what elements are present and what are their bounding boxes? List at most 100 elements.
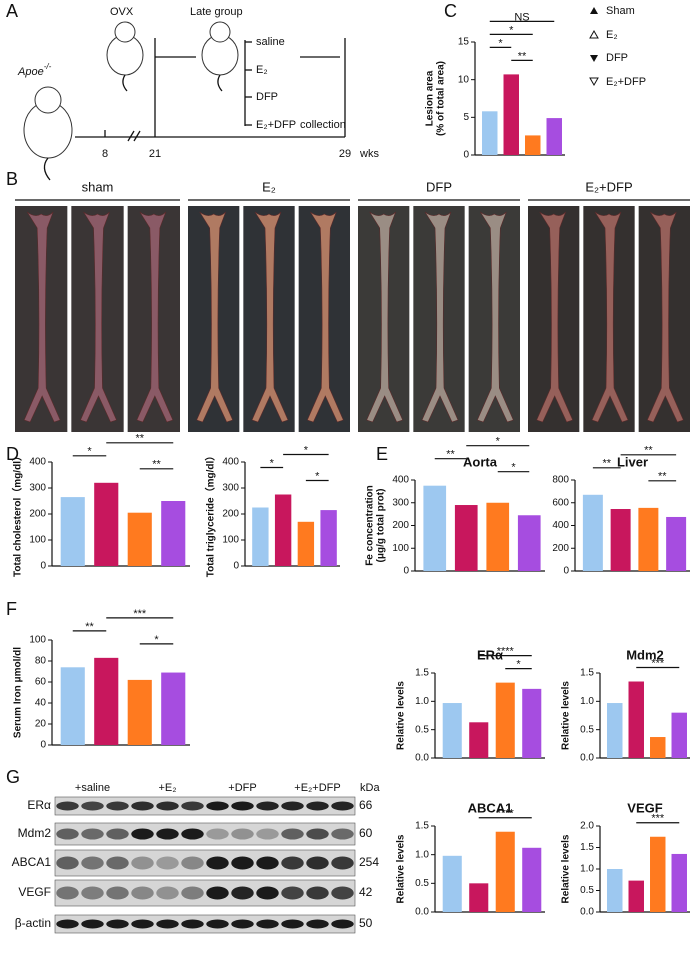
panel-label: E	[376, 444, 388, 464]
legend: Sham E₂ DFP E₂+DFP	[589, 5, 646, 88]
lane-label: +E₂+DFP	[294, 782, 340, 794]
bar	[503, 74, 519, 155]
significance-label: ***	[651, 813, 665, 825]
strain-label: Apoe-/-	[17, 62, 52, 78]
week-label: 8	[102, 148, 108, 160]
kda-label: 50	[359, 916, 373, 930]
bar	[671, 712, 687, 758]
y-tick-label: 0	[40, 561, 46, 572]
blot-strip	[54, 914, 356, 934]
mouse-icon	[114, 21, 136, 43]
y-tick-label: 0	[563, 566, 569, 577]
band	[306, 886, 329, 900]
bar	[650, 836, 666, 912]
band	[131, 801, 154, 811]
significance-label: *	[516, 659, 521, 671]
mouse-tail	[122, 74, 128, 92]
bar	[60, 667, 85, 745]
bar	[522, 847, 542, 912]
group-label: E₂+DFP	[585, 179, 632, 194]
bar	[666, 516, 687, 571]
aorta	[646, 211, 684, 423]
panel-label: F	[6, 599, 17, 619]
band	[106, 919, 129, 929]
bar	[423, 485, 447, 571]
bar	[482, 111, 498, 155]
y-tick-label: 600	[552, 497, 569, 508]
lane-label: +E₂	[158, 782, 176, 794]
axis-break	[127, 130, 135, 142]
y-tick-label: 400	[29, 457, 46, 468]
y-tick-label: 200	[392, 520, 409, 531]
bar	[486, 502, 510, 571]
band	[306, 801, 329, 811]
mouse-tail	[217, 74, 223, 92]
bar	[638, 507, 659, 571]
y-tick-label: 200	[552, 543, 569, 554]
bar	[469, 883, 489, 912]
y-tick-label: 0.5	[415, 724, 429, 735]
y-tick-label: 200	[222, 509, 239, 520]
y-tick-label: 0.0	[580, 753, 594, 764]
treatment: E₂+DFP	[256, 119, 296, 131]
band	[206, 856, 229, 870]
band	[231, 828, 254, 840]
protein-label: Mdm2	[18, 826, 52, 840]
bar	[94, 657, 119, 745]
significance-label: *	[496, 436, 501, 448]
bar	[650, 737, 666, 758]
y-axis-label: Total cholesterol（mg/dl）	[11, 451, 24, 577]
bar	[442, 703, 462, 758]
band	[56, 801, 79, 811]
band	[331, 828, 354, 840]
week-label: 29	[339, 148, 351, 160]
significance-label: *	[315, 470, 320, 482]
lane-label: +saline	[75, 782, 110, 794]
group-label: Late group	[190, 6, 243, 18]
significance-label: ****	[497, 646, 515, 658]
bar	[127, 512, 152, 566]
bar	[582, 494, 603, 571]
band	[256, 886, 279, 900]
significance-label: *	[270, 457, 275, 469]
band	[131, 856, 154, 870]
y-tick-label: 800	[552, 475, 569, 486]
y-axis-label: (μg/g total prot)	[376, 489, 387, 563]
y-tick-label: 1.0	[415, 696, 429, 707]
band	[206, 828, 229, 840]
y-tick-label: 400	[392, 475, 409, 486]
band	[281, 919, 304, 929]
bar	[274, 494, 292, 566]
band	[306, 828, 329, 840]
significance-label: NS	[514, 11, 529, 23]
aorta	[80, 211, 117, 423]
bar	[469, 722, 489, 758]
band	[331, 856, 354, 870]
band	[281, 886, 304, 900]
legend-marker	[589, 29, 599, 39]
chart-title: Liver	[617, 454, 648, 469]
collection-label: collection	[300, 119, 346, 131]
bar	[161, 501, 186, 566]
mouse-tail	[43, 157, 51, 181]
y-tick-label: 1.0	[580, 696, 594, 707]
band	[156, 919, 179, 929]
aorta	[251, 211, 289, 423]
band	[331, 919, 354, 929]
bar	[628, 880, 644, 912]
y-tick-label: 300	[392, 497, 409, 508]
bar	[628, 681, 644, 758]
significance-label: **	[644, 445, 653, 457]
bar	[297, 521, 315, 566]
y-tick-label: 200	[29, 509, 46, 520]
y-axis-label: Serum Iron μmol/dl	[13, 647, 24, 738]
blot-strip	[54, 879, 356, 907]
y-tick-label: 1.5	[415, 668, 429, 679]
y-axis-label: Relative levels	[561, 834, 572, 903]
legend-label: E₂+DFP	[606, 76, 646, 88]
band	[56, 886, 79, 900]
y-tick-label: 40	[35, 698, 47, 709]
band	[206, 801, 229, 811]
y-tick-label: 300	[222, 483, 239, 494]
